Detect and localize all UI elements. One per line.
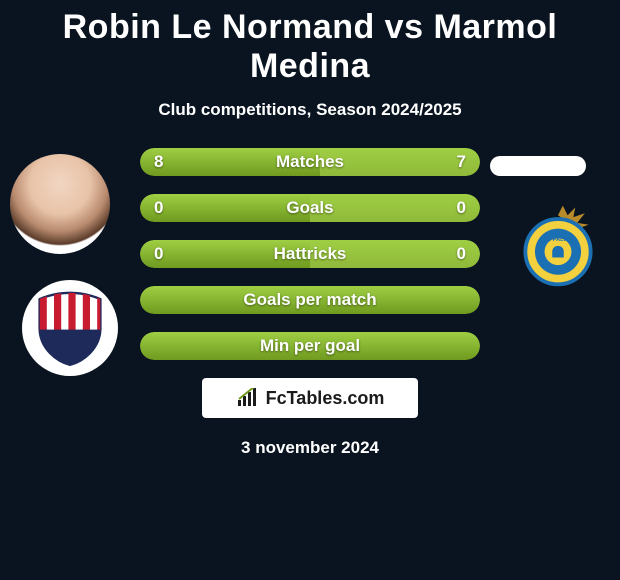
stat-label: Hattricks (274, 244, 347, 264)
stat-right-value: 0 (457, 198, 466, 218)
stat-bar-hattricks: 0 Hattricks 0 (140, 240, 480, 268)
atletico-icon (30, 288, 110, 368)
watermark-badge: FcTables.com (202, 378, 418, 418)
player-right-avatar (490, 156, 586, 176)
bar-fill-right (310, 194, 480, 222)
stat-left-value: 0 (154, 198, 163, 218)
stat-right-value: 0 (457, 244, 466, 264)
stat-label: Min per goal (260, 336, 360, 356)
bar-fill-left (140, 194, 310, 222)
stat-label: Matches (276, 152, 344, 172)
stat-bar-gpm: Goals per match (140, 286, 480, 314)
stat-label: Goals per match (243, 290, 376, 310)
page-title: Robin Le Normand vs Marmol Medina (0, 0, 620, 86)
svg-text:LAS PALMAS: LAS PALMAS (540, 237, 577, 243)
stat-label: Goals (286, 198, 333, 218)
comparison-area: LAS PALMAS 8 Matches 7 0 Goals 0 0 Hattr… (0, 148, 620, 458)
player-left-avatar (10, 154, 110, 254)
stat-left-value: 8 (154, 152, 163, 172)
stat-bar-matches: 8 Matches 7 (140, 148, 480, 176)
club-right-badge: LAS PALMAS (510, 196, 606, 292)
club-left-badge (22, 280, 118, 376)
watermark-label: FcTables.com (266, 388, 385, 409)
laspalmas-icon: LAS PALMAS (510, 196, 606, 292)
stat-bar-mpg: Min per goal (140, 332, 480, 360)
page-subtitle: Club competitions, Season 2024/2025 (0, 100, 620, 120)
stat-left-value: 0 (154, 244, 163, 264)
stat-right-value: 7 (457, 152, 466, 172)
footer-date: 3 november 2024 (0, 438, 620, 458)
bar-chart-icon (236, 388, 260, 408)
stat-bar-goals: 0 Goals 0 (140, 194, 480, 222)
stat-bars: 8 Matches 7 0 Goals 0 0 Hattricks 0 Goal… (140, 148, 480, 360)
